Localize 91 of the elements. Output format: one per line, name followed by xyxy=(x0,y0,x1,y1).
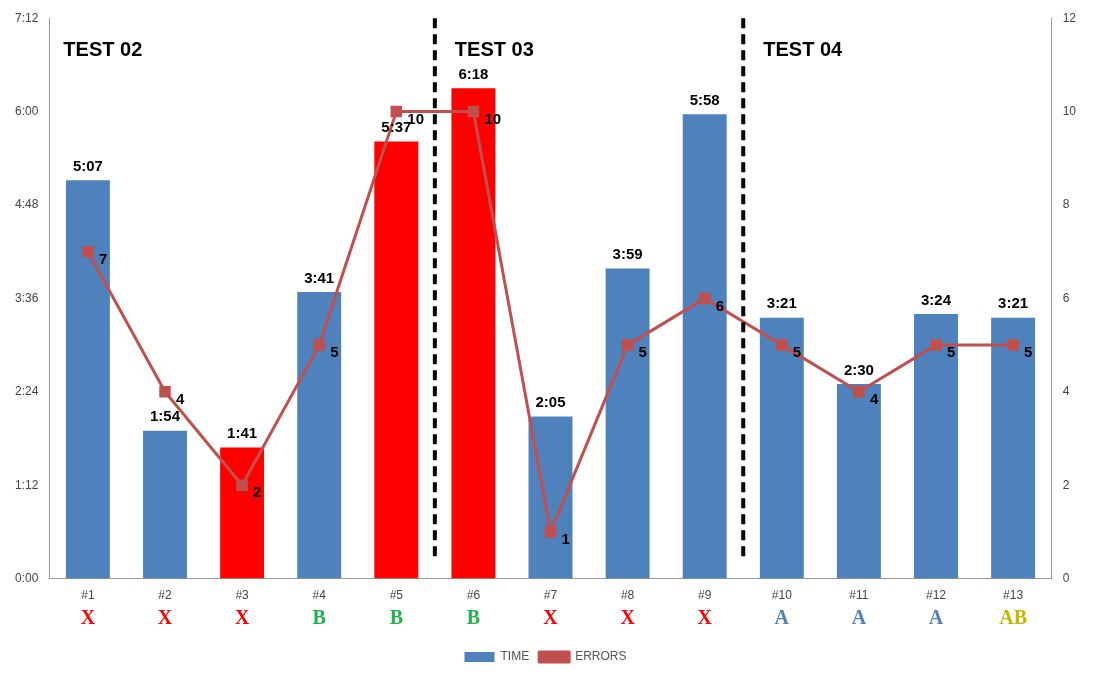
point xyxy=(544,526,557,538)
point xyxy=(853,386,865,398)
bar xyxy=(143,430,187,579)
bar xyxy=(914,313,958,579)
data-label: 2:05 xyxy=(535,393,566,411)
data-label: 7 xyxy=(98,249,108,267)
x-tick-label: #1 xyxy=(81,588,95,603)
point xyxy=(1007,339,1019,351)
annotation: TEST 04 xyxy=(763,37,844,60)
bar xyxy=(65,180,110,579)
data-label: 5:58 xyxy=(689,90,720,108)
annotation: TEST 02 xyxy=(63,37,143,60)
text: A xyxy=(928,605,944,628)
point xyxy=(698,292,711,305)
bar xyxy=(297,291,342,579)
data-label: 6:18 xyxy=(458,64,489,82)
legend-label: TIME xyxy=(500,649,530,664)
x-tick-label: #12 xyxy=(925,588,947,603)
data-label: 3:41 xyxy=(304,268,335,286)
y-tick-label: 4:48 xyxy=(15,197,39,212)
text: AB xyxy=(999,605,1027,628)
x-tick-label: #4 xyxy=(312,588,327,603)
y2-tick-label: 4 xyxy=(1062,384,1070,399)
data-label: 1:41 xyxy=(227,424,258,442)
y2-tick-label: 10 xyxy=(1062,103,1077,118)
bar xyxy=(682,114,727,579)
annotation: TEST 03 xyxy=(454,37,534,60)
text: A xyxy=(851,605,867,628)
bar xyxy=(528,416,573,579)
bar xyxy=(836,384,881,579)
point xyxy=(467,105,480,118)
text: X xyxy=(157,605,173,628)
text: X xyxy=(234,605,250,628)
data-label: 5 xyxy=(638,343,647,361)
data-label: 1:54 xyxy=(149,407,181,425)
text: X xyxy=(620,605,636,628)
y2-tick-label: 6 xyxy=(1062,290,1070,305)
point xyxy=(159,386,171,398)
text: X xyxy=(80,605,96,628)
data-label: 3:21 xyxy=(998,294,1029,312)
data-label: 2 xyxy=(253,483,262,501)
data-label: 1 xyxy=(561,530,570,548)
point xyxy=(236,479,248,491)
data-label: 3:21 xyxy=(766,294,797,312)
point xyxy=(82,245,94,258)
bar xyxy=(991,317,1036,579)
x-tick-label: #5 xyxy=(389,588,404,603)
text: B xyxy=(389,605,403,628)
y-tick-label: 3:36 xyxy=(15,290,39,305)
point xyxy=(776,339,788,351)
data-label: 2:30 xyxy=(843,360,874,378)
data-label: 5:07 xyxy=(72,156,103,174)
point xyxy=(313,339,325,351)
x-tick-label: #7 xyxy=(543,588,558,603)
y-tick-label: 1:12 xyxy=(15,477,39,492)
y2-tick-label: 0 xyxy=(1062,570,1070,585)
data-label: 3:24 xyxy=(920,290,952,308)
x-tick-label: #8 xyxy=(620,588,635,603)
data-label: 5 xyxy=(1024,343,1033,361)
y2-tick-label: 2 xyxy=(1062,477,1070,492)
x-tick-label: #10 xyxy=(771,588,793,603)
text: X xyxy=(543,605,559,628)
point xyxy=(621,339,634,351)
data-label: 3:59 xyxy=(612,245,643,263)
y-tick-label: 2:24 xyxy=(15,384,39,399)
bar xyxy=(605,268,650,579)
bar xyxy=(220,447,265,579)
text: B xyxy=(312,605,326,628)
data-label: 4 xyxy=(869,389,879,407)
bar xyxy=(759,317,804,579)
data-label: 5 xyxy=(330,343,339,361)
x-tick-label: #11 xyxy=(849,588,869,603)
text: X xyxy=(697,605,713,628)
x-tick-label: #9 xyxy=(698,588,712,603)
legend-label: ERRORS xyxy=(575,649,627,664)
x-tick-label: #3 xyxy=(235,588,250,603)
text: B xyxy=(466,605,481,628)
point xyxy=(390,105,403,118)
y2-tick-label: 12 xyxy=(1062,10,1077,25)
y-tick-label: 0:00 xyxy=(15,570,39,585)
bar xyxy=(374,141,419,579)
data-label: 4 xyxy=(176,389,186,407)
x-tick-label: #13 xyxy=(1003,588,1024,603)
text: A xyxy=(774,605,790,628)
x-tick-label: #2 xyxy=(158,588,172,603)
data-label: 5 xyxy=(947,343,956,361)
y-tick-label: 6:00 xyxy=(15,103,39,118)
y-tick-label: 7:12 xyxy=(15,10,39,25)
x-tick-label: #6 xyxy=(466,588,481,603)
point xyxy=(930,339,942,351)
y2-tick-label: 8 xyxy=(1062,197,1070,212)
